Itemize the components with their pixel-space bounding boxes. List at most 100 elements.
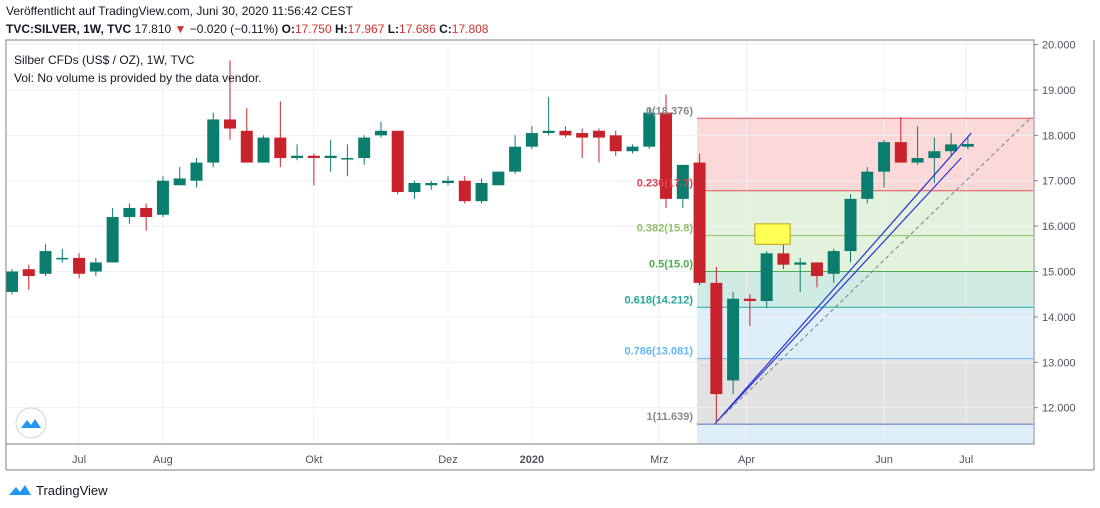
candle-body — [810, 262, 823, 277]
highlight-rectangle[interactable] — [754, 223, 791, 245]
candle — [727, 291, 740, 395]
candle — [643, 108, 656, 149]
close-label: C: — [439, 22, 452, 36]
legend-title: Silber CFDs (US$ / OZ), 1W, TVC — [14, 53, 195, 67]
footer: TradingView — [8, 482, 108, 498]
trend-line[interactable] — [714, 132, 972, 425]
candle — [961, 136, 974, 150]
fib-label: 0.382(15.8) — [637, 223, 694, 235]
trend-line[interactable] — [714, 157, 962, 425]
candle — [458, 176, 471, 204]
close-value: 17.808 — [451, 22, 489, 36]
candle-body — [6, 271, 18, 292]
candle — [324, 139, 337, 172]
candle-body — [660, 112, 673, 199]
candle — [22, 264, 35, 290]
tradingview-logo-icon — [9, 485, 31, 495]
candle-body — [945, 144, 958, 152]
candle-body — [257, 137, 270, 163]
candle-body — [140, 207, 153, 218]
candle — [492, 171, 505, 186]
gridlines — [6, 40, 1034, 444]
candle-body — [425, 182, 438, 186]
candle — [894, 117, 907, 163]
candle — [693, 153, 706, 286]
candle — [190, 158, 203, 188]
candle — [844, 194, 857, 263]
open-label: O: — [281, 22, 295, 36]
x-axis: Jul Aug Okt Dez 2020 Mrz Apr Jun Jul — [72, 454, 973, 466]
candle-body — [576, 133, 589, 138]
candle-body — [190, 162, 203, 181]
candle-body — [592, 130, 605, 138]
candle-body — [358, 137, 371, 159]
candle-body — [676, 164, 689, 199]
candles — [6, 60, 974, 424]
candle-body — [341, 158, 354, 160]
open-value: 17.750 — [294, 22, 332, 36]
x-tick-label: Apr — [738, 454, 755, 466]
tradingview-watermark-icon[interactable] — [15, 407, 47, 439]
candle — [442, 176, 455, 186]
candle-body — [240, 130, 253, 163]
y-tick-label: 12.000 — [1042, 403, 1076, 415]
down-arrow-icon: ▼ — [174, 22, 187, 36]
candle — [878, 139, 891, 188]
candle — [408, 180, 421, 199]
candle — [106, 207, 119, 263]
candle — [794, 257, 807, 292]
candle — [542, 96, 555, 136]
candle-body — [861, 171, 874, 199]
plot-frame — [5, 39, 1035, 445]
fib-label: 0.5(15.0) — [649, 259, 693, 271]
candle-body — [743, 298, 756, 302]
candle-body — [73, 257, 86, 274]
candle-body — [827, 251, 840, 274]
candle — [73, 253, 86, 279]
fib-label: 1(11.639) — [647, 411, 694, 423]
candle-body — [509, 146, 522, 172]
candle — [425, 180, 438, 190]
candle-body — [307, 155, 320, 159]
candle-body — [173, 178, 186, 186]
symbol-label: TVC:SILVER, 1W, TVC — [6, 22, 132, 36]
candle-body — [626, 146, 639, 152]
candle — [861, 167, 874, 204]
candle-body — [777, 253, 790, 265]
fib-diagonal-dashed-line[interactable] — [714, 116, 1032, 425]
ohlc-line: TVC:SILVER, 1W, TVC 17.810 ▼ −0.020 (−0.… — [6, 22, 488, 36]
x-tick-label: Okt — [305, 454, 322, 466]
candle — [89, 257, 102, 277]
candle — [626, 144, 639, 154]
candle — [307, 153, 320, 186]
candle-body — [458, 180, 471, 202]
y-tick-label: 14.000 — [1042, 312, 1076, 324]
candle — [240, 108, 253, 163]
candle-body — [374, 130, 387, 136]
candle-body — [39, 251, 52, 274]
candle — [6, 269, 18, 295]
candle — [660, 94, 673, 208]
candle — [140, 203, 153, 231]
candle — [827, 248, 840, 283]
candle-body — [794, 262, 807, 265]
candle-body — [291, 155, 304, 159]
candle — [559, 126, 572, 138]
candle-body — [961, 143, 974, 147]
fib-zone — [697, 424, 1033, 444]
x-tick-label: Jun — [875, 454, 893, 466]
candle — [911, 126, 924, 165]
candle-body — [156, 180, 169, 215]
candle-body — [56, 257, 69, 260]
fib-labels: 0(18.376) 0.236(17.7) 0.382(15.8) 0.5(15.0)… — [625, 105, 694, 423]
x-tick-label: Jul — [72, 454, 86, 466]
y-axis: 20.000 19.000 18.000 17.000 16.000 15.000 14.0… — [1034, 40, 1076, 415]
fib-zone — [697, 307, 1033, 359]
candle-body — [710, 282, 723, 395]
candle — [743, 294, 756, 326]
candle — [56, 248, 69, 263]
candle — [123, 203, 136, 224]
candle — [374, 121, 387, 138]
fib-zone — [697, 358, 1033, 425]
